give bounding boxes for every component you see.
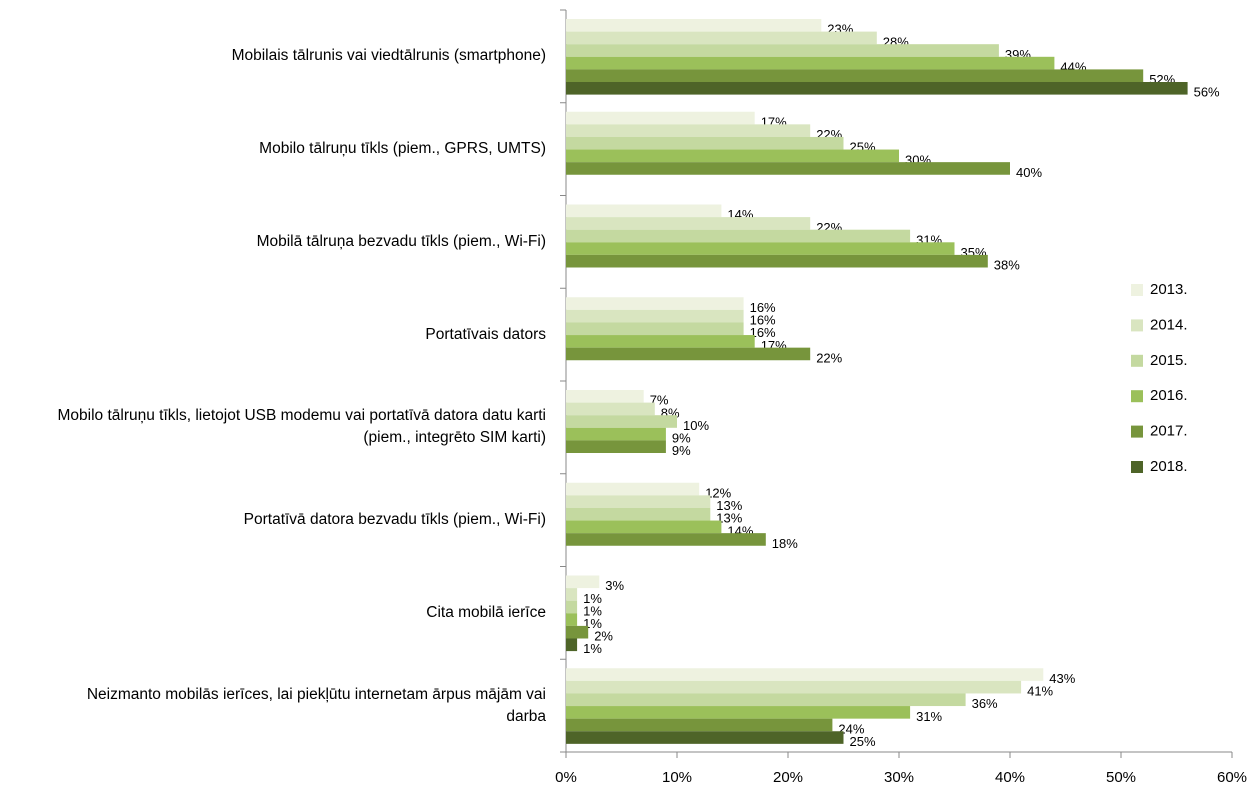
bar [566, 625, 589, 639]
bar [566, 136, 844, 150]
bar [566, 507, 711, 521]
legend-label: 2015. [1150, 352, 1188, 369]
legend-label: 2013. [1150, 281, 1188, 298]
bar [566, 668, 1044, 681]
legend-label: 2014. [1150, 316, 1188, 333]
data-label: 1% [583, 591, 602, 606]
x-tick-label: 20% [773, 769, 803, 786]
bar [566, 82, 1188, 95]
bar [566, 427, 666, 441]
bar [566, 680, 1022, 694]
data-label: 31% [916, 709, 942, 724]
legend-label: 2017. [1150, 423, 1188, 440]
bar [566, 390, 644, 403]
bar [566, 706, 911, 719]
bar [566, 402, 655, 416]
legend-swatch [1131, 354, 1143, 367]
legend-swatch [1131, 461, 1143, 473]
data-label: 56% [1194, 85, 1220, 100]
data-label: 16% [750, 313, 776, 328]
x-tick-label: 60% [1217, 769, 1247, 786]
y-tick-label: Mobilo tālruņu tīkls (piem., GPRS, UMTS) [259, 140, 546, 158]
bar [566, 718, 833, 732]
data-label: 10% [683, 418, 709, 433]
data-label: 12% [705, 485, 731, 500]
y-tick-label: Portatīvā datora bezvadu tīkls (piem., W… [243, 511, 546, 529]
bar [566, 575, 600, 589]
legend-label: 2016. [1150, 387, 1188, 404]
data-label: 9% [672, 443, 691, 458]
legend-swatch [1131, 425, 1143, 438]
bar [566, 31, 877, 45]
bar [566, 335, 755, 348]
y-tick-label: Neizmanto mobilās ierīces, lai piekļūtu … [86, 685, 546, 725]
bar [566, 613, 578, 626]
data-label: 38% [994, 258, 1020, 273]
y-tick-label: Mobilais tālrunis vai viedtālrunis (smar… [231, 47, 546, 65]
bar [566, 297, 744, 310]
bar [566, 229, 911, 243]
bar [566, 124, 811, 137]
x-tick-label: 10% [662, 769, 692, 786]
bar [566, 731, 844, 744]
bar [566, 204, 722, 218]
y-tick-label: Cita mobilā ierīce [426, 603, 546, 621]
legend-swatch [1131, 319, 1143, 332]
data-label: 2% [594, 629, 613, 644]
bar [566, 149, 899, 163]
bar [566, 254, 988, 268]
bar [566, 638, 578, 652]
bar [566, 588, 578, 601]
x-tick-label: 50% [1106, 769, 1136, 786]
data-label: 22% [816, 350, 842, 365]
y-tick-label: Mobilā tālruņa bezvadu tīkls (piem., Wi-… [256, 232, 546, 250]
bar [566, 322, 744, 336]
data-label: 1% [583, 603, 602, 618]
bar [566, 217, 811, 230]
y-tick-label: Mobilo tālruņu tīkls, lietojot USB modem… [57, 407, 547, 447]
bar [566, 347, 811, 361]
bar [566, 69, 1144, 82]
x-tick-label: 30% [884, 769, 914, 786]
bar [566, 533, 766, 546]
data-label: 3% [605, 578, 624, 593]
bar [566, 600, 578, 614]
bar [566, 440, 666, 453]
data-label: 40% [1016, 165, 1042, 180]
x-tick-label: 40% [995, 769, 1025, 786]
data-label: 41% [1027, 684, 1053, 699]
data-label: 16% [750, 300, 776, 315]
bar [566, 56, 1055, 70]
data-label: 43% [1049, 671, 1075, 686]
y-tick-label: Portatīvais dators [425, 325, 546, 343]
legend-label: 2018. [1150, 458, 1188, 475]
data-label: 13% [716, 498, 742, 513]
data-label: 13% [716, 511, 742, 526]
data-label: 9% [672, 431, 691, 446]
x-tick-label: 0% [555, 769, 577, 786]
bar [566, 495, 711, 508]
bar [566, 242, 955, 255]
bar [566, 309, 744, 323]
bar [566, 44, 999, 57]
data-label: 16% [750, 325, 776, 340]
bar [566, 482, 700, 496]
legend-swatch [1131, 390, 1143, 403]
bar [566, 693, 966, 707]
bar [566, 19, 822, 32]
data-label: 25% [850, 734, 876, 749]
data-label: 24% [838, 721, 864, 736]
data-label: 36% [972, 696, 998, 711]
data-label: 18% [772, 536, 798, 551]
bar [566, 162, 1010, 175]
bar [566, 111, 755, 125]
bar [566, 520, 722, 534]
bar [566, 415, 677, 428]
data-label: 1% [583, 641, 602, 656]
legend-swatch [1131, 284, 1143, 296]
